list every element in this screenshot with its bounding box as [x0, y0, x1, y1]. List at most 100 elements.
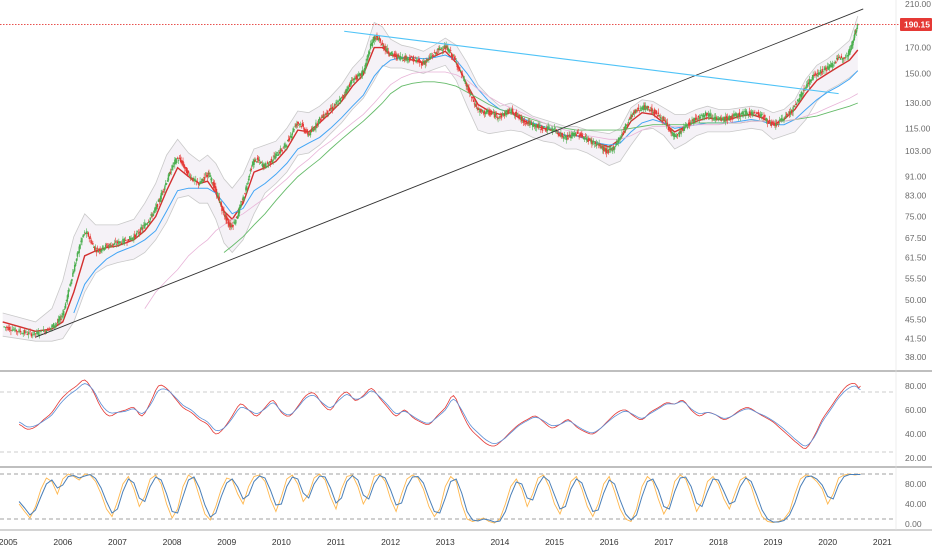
candle-body	[613, 146, 616, 150]
candle-body	[833, 62, 835, 64]
candle-body	[432, 55, 435, 57]
candle-body	[847, 50, 850, 57]
candle-body	[414, 57, 416, 59]
price-axis-tick-label: 91.00	[905, 172, 927, 182]
candle-body	[267, 163, 270, 166]
candle-body	[813, 74, 815, 77]
candle-body	[209, 175, 212, 177]
candle-body	[592, 141, 594, 143]
candle-body	[429, 56, 431, 58]
candle-body	[54, 324, 57, 326]
candle-body	[821, 68, 823, 72]
candle-body	[617, 138, 619, 143]
candle-body	[186, 170, 189, 176]
candle-body	[614, 146, 617, 148]
stochastic-panel[interactable]	[0, 473, 896, 524]
candle-body	[45, 330, 48, 333]
candle-body	[111, 245, 113, 247]
candle-body	[403, 56, 405, 60]
candle-body	[407, 57, 409, 60]
candle-body	[257, 159, 260, 161]
candle-body	[780, 118, 782, 121]
candle-body	[837, 56, 840, 58]
candle-body	[816, 73, 819, 74]
candle-body	[152, 213, 154, 217]
rsi-line-2	[18, 383, 861, 447]
candle-body	[363, 68, 365, 73]
candle-body	[26, 334, 29, 336]
price-axis[interactable]: 210.00 170.00 150.00 130.00 115.00 103.00 91.0…	[905, 0, 931, 362]
time-axis[interactable]: 2005 2006 2007 2008 2009 2010 2011 2012 2013 2014…	[0, 537, 892, 547]
candle-body	[485, 110, 487, 114]
candle-body	[309, 130, 312, 136]
candle-body	[741, 112, 743, 114]
candle-body	[34, 333, 37, 335]
candle-body	[669, 129, 671, 131]
trendline-black[interactable]	[35, 8, 864, 338]
candle-body	[487, 110, 489, 112]
candle-body	[804, 88, 806, 90]
candle-body	[296, 124, 298, 125]
candle-body	[591, 140, 593, 144]
candle-body	[782, 119, 784, 121]
candle-body	[394, 53, 396, 55]
candle-body	[708, 113, 711, 117]
candle-body	[748, 111, 751, 114]
candle-body	[6, 326, 8, 328]
candle-body	[207, 173, 209, 175]
candle-body	[806, 84, 808, 87]
candle-body	[723, 118, 725, 122]
candle-body	[674, 136, 677, 137]
candle-body	[809, 80, 812, 83]
candle-body	[383, 45, 385, 49]
candle-body	[827, 67, 830, 70]
candle-body	[79, 245, 81, 249]
candle-body	[499, 116, 501, 118]
candle-body	[718, 117, 721, 120]
trendline-blue[interactable]	[344, 30, 839, 95]
candle-body	[33, 331, 35, 336]
candle-body	[58, 319, 60, 322]
candle-body	[528, 120, 530, 125]
candle-body	[660, 117, 662, 120]
candle-body	[785, 115, 787, 119]
candle-body	[95, 250, 98, 253]
candle-body	[654, 112, 657, 114]
candle-body	[136, 231, 139, 233]
candle-body	[204, 177, 206, 179]
candle-body	[379, 37, 381, 40]
candle-body	[40, 330, 42, 332]
candle-body	[683, 126, 685, 131]
candle-body	[811, 77, 813, 78]
candle-body	[427, 59, 429, 60]
candle-body	[14, 327, 16, 332]
candle-body	[409, 59, 412, 61]
trendlines-group[interactable]	[35, 8, 864, 338]
candle-body	[332, 108, 334, 110]
candle-body	[411, 58, 414, 60]
candle-body	[726, 117, 729, 121]
candle-body	[832, 64, 834, 66]
candle-body	[814, 73, 816, 75]
price-panel[interactable]	[0, 8, 900, 342]
candle-body	[440, 47, 443, 49]
candle-body	[213, 183, 216, 188]
candle-body	[633, 110, 636, 113]
candle-body	[118, 240, 120, 245]
candle-body	[49, 327, 52, 329]
candle-body	[711, 117, 713, 119]
candle-body	[36, 331, 38, 334]
rsi-panel[interactable]	[0, 379, 896, 453]
candle-body	[338, 103, 340, 105]
candle-body	[44, 331, 46, 333]
candle-body	[389, 52, 392, 55]
time-axis-tick-label: 2012	[381, 537, 400, 547]
candle-body	[747, 115, 750, 117]
candle-body	[855, 30, 858, 33]
candle-body	[843, 57, 845, 59]
candle-body	[236, 216, 239, 219]
candle-body	[302, 124, 304, 128]
candle-body	[646, 105, 649, 111]
candle-body	[55, 323, 58, 325]
